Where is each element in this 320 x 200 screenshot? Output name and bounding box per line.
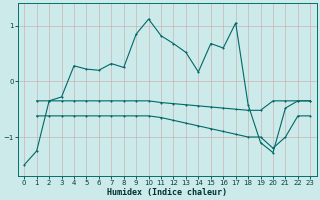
X-axis label: Humidex (Indice chaleur): Humidex (Indice chaleur) (107, 188, 227, 197)
